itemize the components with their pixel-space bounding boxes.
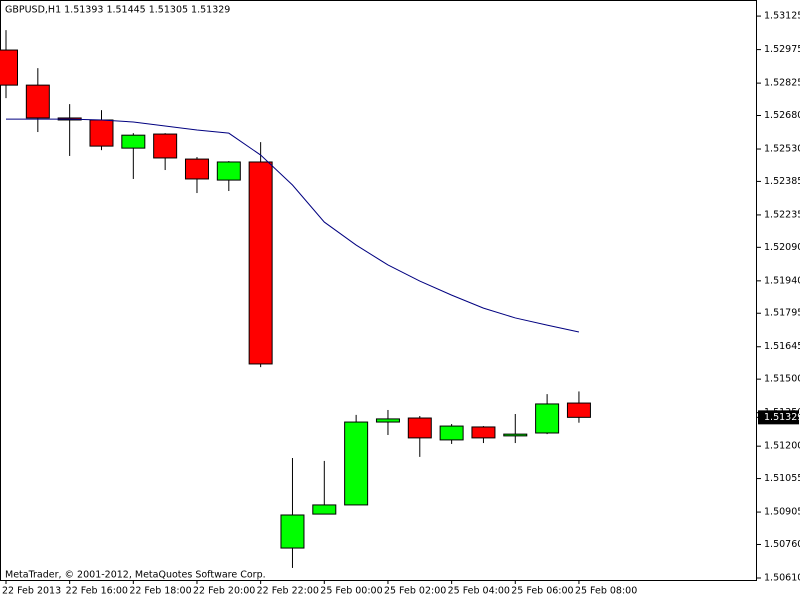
y-tick-label: 1.50905 [764, 507, 800, 518]
candle-body [153, 133, 178, 159]
y-tick-label: 1.52530 [764, 144, 800, 155]
y-tick-label: 1.50760 [764, 539, 800, 550]
candle-body [280, 514, 305, 549]
x-tick-label: 25 Feb 02:00 [384, 586, 446, 597]
chart-title: GBPUSD,H1 1.51393 1.51445 1.51305 1.5132… [5, 5, 230, 16]
y-tick-label: 1.52680 [764, 110, 800, 121]
y-tick-label: 1.52825 [764, 78, 800, 89]
moving-average [6, 118, 580, 333]
y-tick-label: 1.51500 [764, 374, 800, 385]
x-tick-label: 22 Feb 2013 [2, 586, 61, 597]
candle-body [312, 504, 337, 515]
x-tick-label: 25 Feb 04:00 [448, 586, 510, 597]
plot-frame [0, 0, 757, 581]
y-tick-label: 1.50610 [764, 572, 800, 583]
candle-body [121, 134, 146, 149]
candle-body [566, 402, 591, 418]
candle-body [25, 84, 50, 119]
last-price-box [758, 410, 799, 425]
y-tick-label: 1.52235 [764, 209, 800, 220]
candle-body [0, 49, 18, 86]
candle-body [344, 421, 369, 506]
annotation: MetaTrader, © 2001-2012, MetaQuotes Soft… [5, 570, 266, 581]
x-tick-label: 22 Feb 22:00 [257, 586, 319, 597]
x-tick-label: 25 Feb 08:00 [575, 586, 637, 597]
y-tick-label: 1.51055 [764, 473, 800, 484]
x-tick-label: 22 Feb 20:00 [193, 586, 255, 597]
candle-body [471, 426, 496, 439]
y-tick-label: 1.51200 [764, 441, 800, 452]
y-tick-label: 1.51940 [764, 275, 800, 286]
x-tick-label: 22 Feb 18:00 [129, 586, 191, 597]
candle-body [503, 433, 528, 437]
candle-body [216, 161, 241, 181]
y-tick-label: 1.51645 [764, 341, 800, 352]
y-tick-label: 1.52090 [764, 242, 800, 253]
candle-body [375, 418, 400, 423]
y-tick-label: 1.51795 [764, 308, 800, 319]
candle-body [248, 161, 273, 365]
y-tick-label: 1.52385 [764, 176, 800, 187]
x-tick-label: 25 Feb 06:00 [511, 586, 573, 597]
candle-body [407, 417, 432, 439]
x-tick-label: 25 Feb 00:00 [320, 586, 382, 597]
x-tick-label: 22 Feb 16:00 [66, 586, 128, 597]
candle-body [89, 119, 114, 147]
candle-body [535, 403, 560, 434]
candle-body [184, 158, 209, 180]
last-price-label: 1.51329 [764, 412, 800, 423]
candle-body [439, 425, 464, 441]
y-tick-label: 1.53125 [764, 11, 800, 22]
y-tick-label: 1.52975 [764, 44, 800, 55]
